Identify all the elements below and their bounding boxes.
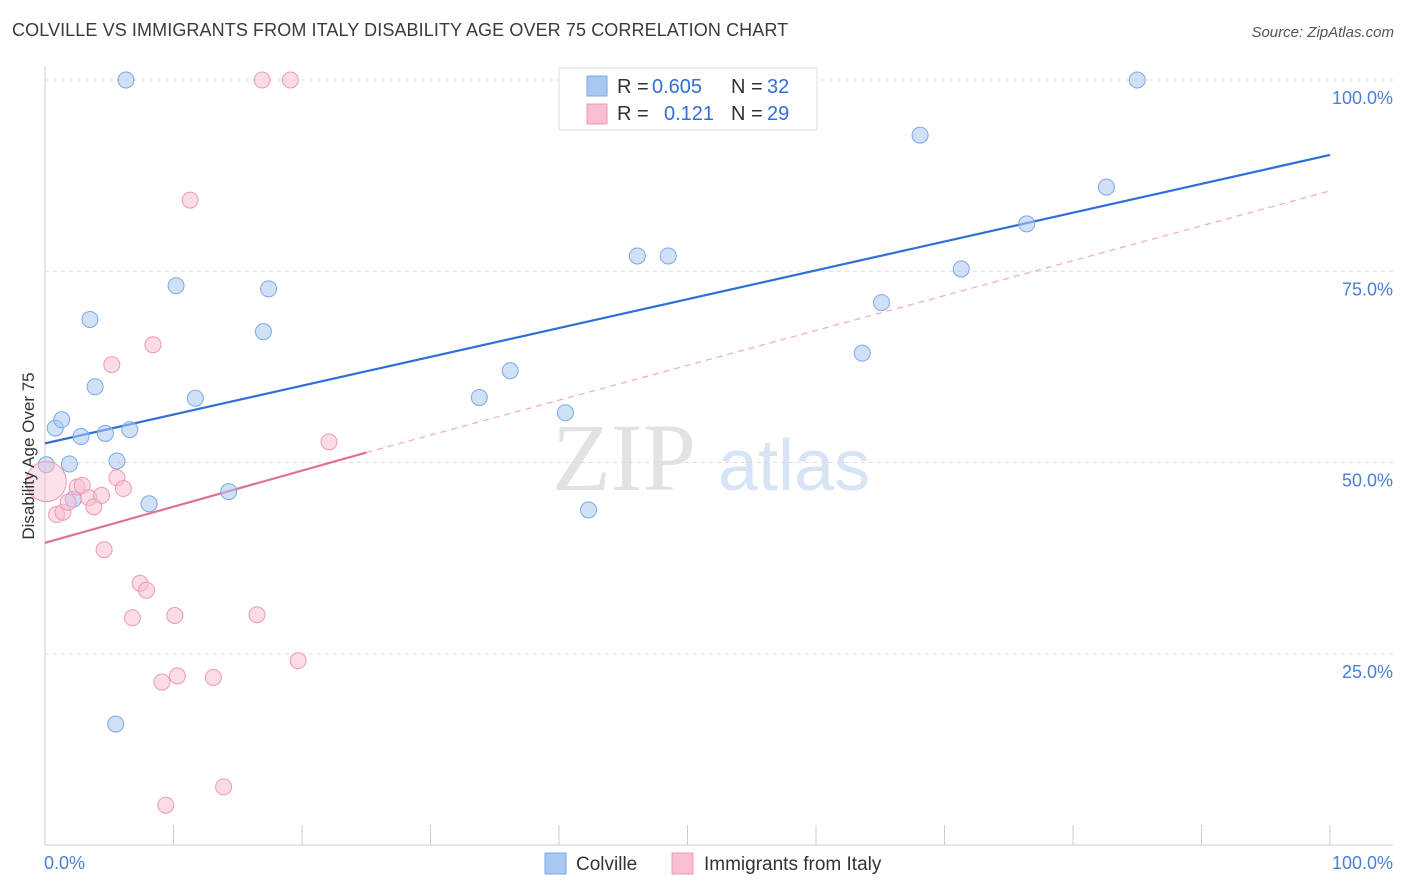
colville-point: [470, 388, 488, 406]
watermark-atlas: atlas: [718, 426, 870, 506]
legend-n-colville: 32: [767, 76, 789, 98]
colville-point: [873, 294, 891, 312]
italy-point: [138, 581, 156, 599]
italy-point: [215, 778, 233, 796]
colville-point: [96, 424, 114, 442]
italy-point: [95, 541, 113, 559]
bottom-legend-swatch-italy: [671, 852, 694, 875]
colville-point: [1128, 71, 1146, 89]
italy-point: [25, 461, 67, 503]
data-points: [25, 71, 1146, 814]
colville-point: [853, 344, 871, 362]
colville-point: [86, 378, 104, 396]
colville-point: [186, 389, 204, 407]
colville-point: [167, 277, 185, 295]
x-tick-max: 100.0%: [1332, 853, 1393, 873]
italy-point: [157, 796, 175, 814]
italy-point: [59, 493, 77, 511]
colville-point: [60, 455, 78, 473]
bottom-legend-swatch-colville: [544, 852, 567, 875]
legend-n-label-italy: N =: [731, 103, 763, 125]
colville-point: [952, 260, 970, 278]
italy-point: [289, 652, 307, 670]
colville-point: [501, 362, 519, 380]
italy-point: [93, 486, 111, 504]
trend-line-1: [44, 451, 367, 544]
italy-point: [114, 480, 132, 498]
legend-n-italy: 29: [767, 103, 789, 125]
legend-r-label-colville: R =: [617, 76, 649, 98]
colville-point: [220, 483, 238, 501]
colville-point: [117, 71, 135, 89]
y-tick-label-25: 25.0%: [1342, 662, 1393, 682]
legend-n-label-colville: N =: [731, 76, 763, 98]
colville-point: [107, 715, 125, 733]
chart-title: COLVILLE VS IMMIGRANTS FROM ITALY DISABI…: [12, 20, 789, 40]
italy-point: [103, 356, 121, 374]
colville-point: [121, 421, 139, 439]
colville-point: [81, 310, 99, 328]
axes: [44, 66, 1393, 846]
legend-r-colville: 0.605: [652, 76, 702, 98]
colville-point: [254, 323, 272, 341]
trend-lines: [44, 153, 1331, 544]
colville-point: [260, 280, 278, 298]
italy-point: [253, 71, 271, 89]
bottom-legend-italy: Immigrants from Italy: [704, 854, 882, 875]
colville-point: [911, 126, 929, 144]
stats-legend: R = 0.605 N = 32 R = 0.121 N = 29: [558, 67, 818, 131]
italy-point: [181, 191, 199, 209]
trend-line-0: [44, 153, 1331, 445]
y-tick-label-75: 75.0%: [1342, 279, 1393, 299]
y-tick-label-50: 50.0%: [1342, 471, 1393, 491]
legend-swatch-italy: [586, 103, 608, 125]
colville-point: [140, 495, 158, 513]
legend-r-italy: 0.121: [664, 103, 714, 125]
y-tick-labels: 100.0% 75.0% 50.0% 25.0%: [1332, 88, 1393, 682]
colville-point: [1097, 178, 1115, 196]
colville-point: [37, 456, 55, 474]
y-tick-label-100: 100.0%: [1332, 88, 1393, 108]
colville-point: [72, 427, 90, 445]
y-axis-title: Disability Age Over 75: [19, 372, 38, 539]
colville-point: [659, 247, 677, 265]
italy-point: [144, 336, 162, 354]
colville-point: [1018, 215, 1036, 233]
italy-point: [153, 673, 171, 691]
legend-swatch-colville: [586, 75, 608, 97]
watermark-zip: ZIP: [552, 404, 696, 511]
colville-point: [628, 247, 646, 265]
italy-point: [168, 667, 186, 685]
italy-point: [320, 433, 338, 451]
source-label: Source: ZipAtlas.com: [1251, 24, 1394, 41]
colville-point: [580, 501, 598, 519]
colville-point: [53, 411, 71, 429]
colville-point: [556, 404, 574, 422]
watermark: ZIP atlas: [552, 404, 870, 511]
italy-point: [204, 668, 222, 686]
legend-r-label-italy: R =: [617, 103, 649, 125]
x-tick-min: 0.0%: [44, 853, 85, 873]
italy-point: [248, 606, 266, 624]
italy-point: [166, 607, 184, 624]
series-legend: Colville Immigrants from Italy: [544, 852, 882, 875]
trend-extension-1: [366, 190, 1331, 454]
italy-point: [123, 609, 141, 627]
bottom-legend-colville: Colville: [576, 854, 637, 875]
colville-point: [108, 452, 126, 470]
italy-point: [281, 71, 299, 89]
gridlines: [45, 79, 1393, 655]
